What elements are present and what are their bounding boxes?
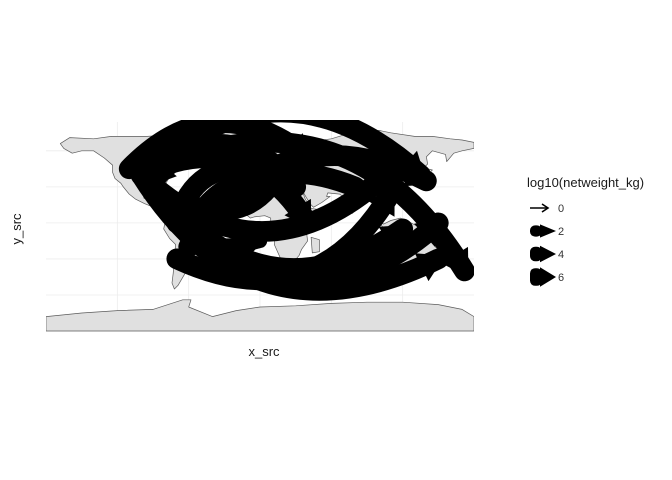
legend-key: 4 xyxy=(530,245,564,263)
flow-arrowhead xyxy=(414,253,445,282)
flow-arrowhead xyxy=(378,224,409,253)
flow-arc xyxy=(118,120,318,180)
legend-arrowhead xyxy=(540,267,556,287)
flow-arrowhead xyxy=(402,158,434,187)
flow-arrowhead xyxy=(244,233,265,255)
land-antarctica xyxy=(46,299,474,332)
legend-key: 6 xyxy=(530,267,564,287)
legend-key: 2 xyxy=(530,224,564,238)
flow-arrowhead xyxy=(414,217,444,247)
trade-flow-layer xyxy=(118,120,474,301)
legend-key: 0 xyxy=(530,203,564,215)
flow-arc xyxy=(130,147,318,234)
legend-arrow-shaft xyxy=(530,246,542,262)
legend-arrow-shaft xyxy=(530,225,542,237)
flow-arrowhead xyxy=(441,246,469,278)
legend-label: 2 xyxy=(558,226,564,238)
legend-arrowhead xyxy=(540,224,556,238)
flow-arc xyxy=(178,212,449,290)
legend-arrowhead xyxy=(540,245,556,263)
y-axis-label: y_src xyxy=(9,213,24,245)
legend-arrow-shaft xyxy=(530,268,542,286)
legend-label: 0 xyxy=(558,203,564,215)
land-arabia-madagascar xyxy=(310,236,320,254)
legend-arrowhead xyxy=(541,203,550,213)
flow-arrowhead xyxy=(283,133,314,162)
legend-label: 6 xyxy=(558,272,564,284)
legend-label: 4 xyxy=(558,249,564,261)
flow-arrowhead xyxy=(367,186,395,217)
legend: log10(netweight_kg) 0 2 4 6 xyxy=(527,175,644,287)
legend-title: log10(netweight_kg) xyxy=(527,175,644,190)
x-axis-label: x_src xyxy=(248,344,280,359)
flow-arrowhead xyxy=(284,198,312,230)
